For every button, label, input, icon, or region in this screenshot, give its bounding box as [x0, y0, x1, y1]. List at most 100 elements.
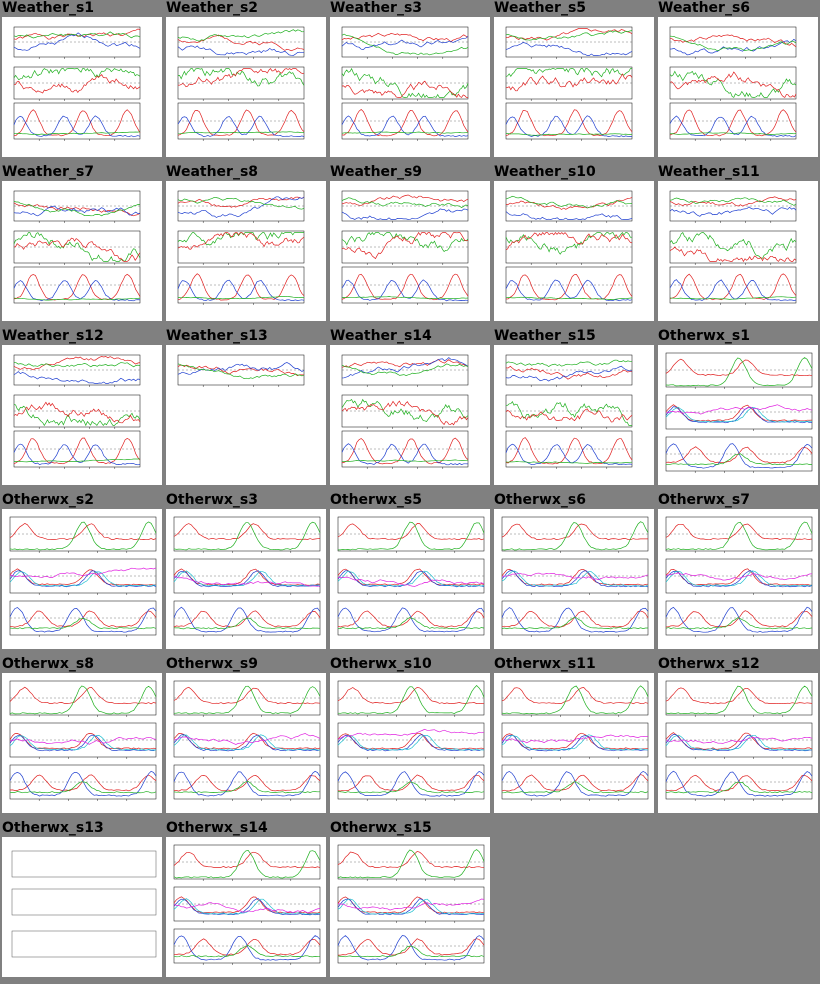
- series-line: [177, 196, 305, 210]
- series-line: [337, 945, 485, 958]
- series-line: [341, 35, 469, 50]
- series-line: [173, 617, 321, 630]
- series-line: [665, 404, 813, 415]
- series-line: [505, 365, 633, 382]
- series-line: [341, 197, 469, 209]
- thumbnail-cell: Weather_s3: [328, 0, 492, 164]
- series-line: [505, 274, 633, 301]
- thumbnail-title: Weather_s8: [166, 164, 259, 180]
- plot-thumbnail[interactable]: [494, 181, 654, 321]
- thumbnail-title: Otherwx_s2: [2, 492, 94, 508]
- plot-thumbnail[interactable]: [2, 345, 162, 485]
- series-line: [665, 357, 813, 387]
- series-line: [669, 196, 797, 207]
- series-line: [177, 29, 305, 42]
- series-line: [501, 570, 649, 587]
- series-line: [9, 568, 157, 586]
- series-line: [337, 898, 485, 915]
- series-line: [665, 781, 813, 794]
- series-line: [173, 781, 320, 794]
- plot-thumbnail[interactable]: [2, 509, 162, 649]
- plot-thumbnail[interactable]: [330, 345, 490, 485]
- series-line: [501, 774, 649, 792]
- plot-graphic: [341, 354, 469, 469]
- plot-thumbnail[interactable]: [2, 17, 162, 157]
- series-line: [13, 205, 141, 217]
- series-line: [173, 851, 321, 869]
- plot-thumbnail[interactable]: [166, 673, 326, 813]
- plot-graphic: [337, 516, 485, 637]
- series-line: [173, 734, 321, 751]
- series-line: [337, 576, 485, 587]
- series-line: [341, 400, 469, 426]
- thumbnail-title: Otherwx_s9: [166, 656, 258, 672]
- series-line: [501, 572, 649, 581]
- series-line: [337, 896, 485, 914]
- series-line: [669, 38, 797, 56]
- series-line: [177, 279, 305, 301]
- plot-thumbnail[interactable]: [494, 345, 654, 485]
- series-line: [173, 686, 321, 705]
- series-line: [337, 570, 485, 588]
- plot-thumbnail[interactable]: [658, 181, 818, 321]
- series-line: [173, 521, 321, 551]
- plot-thumbnail[interactable]: [658, 509, 818, 649]
- series-line: [177, 232, 305, 250]
- series-line: [13, 401, 141, 424]
- plot-thumbnail[interactable]: [658, 673, 818, 813]
- thumbnail-cell: Otherwx_s10: [328, 656, 492, 820]
- series-line: [669, 132, 797, 135]
- thumbnail-cell: Otherwx_s2: [0, 492, 164, 656]
- plot-thumbnail[interactable]: [330, 837, 490, 977]
- plot-thumbnail[interactable]: [330, 181, 490, 321]
- series-line: [669, 71, 797, 98]
- plot-thumbnail[interactable]: [166, 181, 326, 321]
- series-line: [13, 109, 141, 137]
- series-line: [505, 232, 633, 255]
- plot-graphic: [505, 354, 633, 469]
- series-line: [505, 211, 633, 220]
- series-line: [173, 685, 321, 715]
- plot-thumbnail[interactable]: [494, 17, 654, 157]
- series-line: [177, 196, 305, 218]
- series-line: [501, 617, 648, 630]
- plot-thumbnail[interactable]: [330, 673, 490, 813]
- plot-thumbnail[interactable]: [330, 17, 490, 157]
- series-line: [341, 357, 469, 379]
- series-line: [337, 607, 485, 633]
- plot-thumbnail[interactable]: [166, 837, 326, 977]
- plot-thumbnail[interactable]: [166, 509, 326, 649]
- series-line: [501, 734, 649, 751]
- series-line: [177, 232, 304, 246]
- plot-thumbnail[interactable]: [494, 673, 654, 813]
- series-line: [337, 781, 485, 794]
- plot-thumbnail[interactable]: [330, 509, 490, 649]
- series-line: [9, 685, 157, 715]
- thumbnail-title: Weather_s3: [330, 0, 423, 16]
- series-line: [665, 685, 813, 715]
- panel-frame: [669, 190, 797, 222]
- thumbnail-title: Weather_s14: [330, 328, 432, 344]
- plot-thumbnail[interactable]: [166, 345, 326, 485]
- thumbnail-title: Otherwx_s5: [330, 492, 422, 508]
- plot-thumbnail[interactable]: [2, 837, 162, 977]
- plot-thumbnail[interactable]: [494, 509, 654, 649]
- series-line: [665, 523, 813, 541]
- plot-thumbnail[interactable]: [2, 181, 162, 321]
- thumbnail-cell: Otherwx_s15: [328, 820, 492, 984]
- panel-frame: [13, 394, 141, 428]
- plot-graphic: [669, 190, 797, 305]
- plot-thumbnail[interactable]: [2, 673, 162, 813]
- series-line: [501, 781, 649, 794]
- thumbnail-title: Weather_s9: [330, 164, 423, 180]
- thumbnail-cell: Otherwx_s13: [0, 820, 164, 984]
- thumbnail-cell: Otherwx_s14: [164, 820, 328, 984]
- series-line: [13, 458, 141, 463]
- plot-thumbnail[interactable]: [658, 345, 818, 485]
- series-line: [501, 607, 649, 633]
- plot-thumbnail[interactable]: [658, 17, 818, 157]
- series-line: [665, 734, 812, 752]
- series-line: [665, 617, 813, 630]
- plot-thumbnail[interactable]: [166, 17, 326, 157]
- series-line: [173, 945, 321, 958]
